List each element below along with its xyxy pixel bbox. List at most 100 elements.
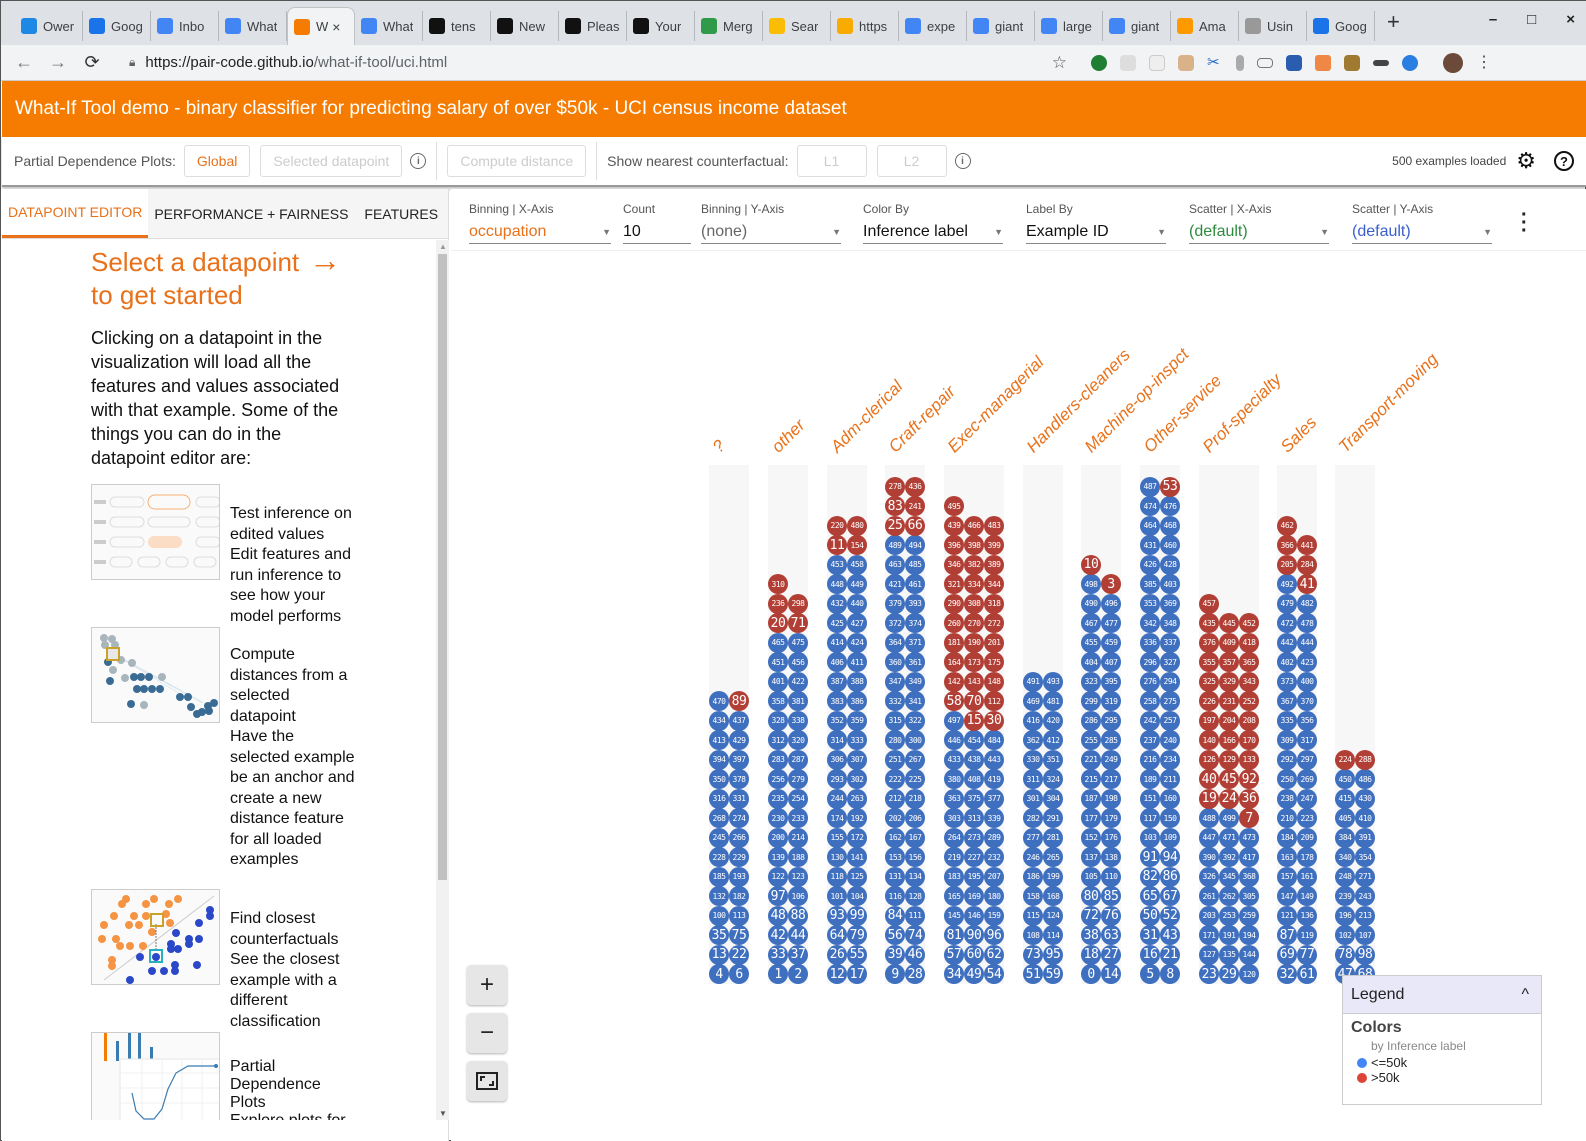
datapoint[interactable]: 401 [768, 671, 788, 692]
datapoint[interactable]: 393 [905, 593, 925, 614]
datapoint[interactable]: 191 [1219, 925, 1239, 945]
datapoint[interactable]: 383 [827, 691, 847, 711]
datapoint[interactable]: 343 [1239, 671, 1259, 692]
datapoint[interactable]: 207 [984, 866, 1004, 887]
datapoint[interactable]: 440 [847, 593, 867, 614]
datapoint[interactable]: 105 [1081, 866, 1101, 887]
datapoint[interactable]: 25 [885, 515, 905, 536]
datapoint[interactable]: 480 [847, 515, 867, 536]
datapoint[interactable]: 419 [984, 769, 1004, 789]
datapoint[interactable]: 365 [1239, 652, 1259, 672]
datapoint[interactable]: 193 [729, 866, 749, 887]
datapoint[interactable]: 90 [964, 925, 984, 945]
datapoint[interactable]: 167 [905, 827, 925, 848]
datapoint[interactable]: 182 [729, 886, 749, 906]
datapoint[interactable]: 170 [1239, 730, 1259, 750]
facets-plot[interactable]: 4 6 13 22 35 75 100 113 132 182 185 193 228 229 245 266… [451, 251, 1586, 1141]
datapoint[interactable]: 355 [1199, 652, 1219, 672]
browser-menu-icon[interactable]: ⋮ [1476, 53, 1492, 71]
datapoint[interactable]: 133 [1239, 749, 1259, 770]
datapoint[interactable]: 160 [1160, 788, 1180, 809]
datapoint[interactable]: 159 [984, 905, 1004, 926]
datapoint[interactable]: 392 [1219, 847, 1239, 867]
datapoint[interactable]: 224 [1335, 749, 1355, 770]
datapoint[interactable]: 141 [847, 847, 867, 867]
datapoint[interactable]: 492 [1277, 574, 1297, 594]
datapoint[interactable]: 30 [984, 710, 1004, 731]
tab-datapoint-editor[interactable]: DATAPOINT EDITOR [2, 189, 149, 238]
datapoint[interactable]: 67 [1160, 886, 1180, 906]
datapoint[interactable]: 319 [1101, 691, 1121, 711]
datapoint[interactable]: 223 [1297, 808, 1317, 828]
datapoint[interactable]: 206 [905, 808, 925, 828]
datapoint[interactable]: 58 [944, 691, 964, 711]
datapoint[interactable]: 486 [1355, 769, 1375, 789]
datapoint[interactable]: 458 [847, 554, 867, 575]
datapoint[interactable]: 277 [1023, 827, 1043, 848]
datapoint[interactable]: 113 [729, 905, 749, 926]
datapoint[interactable]: 24 [1219, 788, 1239, 809]
datapoint[interactable]: 119 [1297, 925, 1317, 945]
maximize-button[interactable]: □ [1527, 11, 1537, 28]
datapoint[interactable]: 248 [1335, 866, 1355, 887]
datapoint[interactable]: 194 [1239, 925, 1259, 945]
datapoint[interactable]: 468 [1160, 515, 1180, 536]
datapoint[interactable]: 96 [984, 925, 1004, 945]
datapoint[interactable]: 337 [1160, 632, 1180, 653]
datapoint[interactable]: 405 [1335, 808, 1355, 828]
datapoint[interactable]: 78 [1335, 944, 1355, 965]
datapoint[interactable]: 130 [827, 847, 847, 867]
datapoint[interactable]: 104 [847, 886, 867, 906]
datapoint[interactable]: 14 [1101, 964, 1121, 984]
datapoint[interactable]: 497 [944, 710, 964, 731]
extension-icon[interactable] [1120, 54, 1136, 71]
datapoint[interactable]: 21 [1160, 944, 1180, 965]
datapoint[interactable]: 362 [1023, 730, 1043, 750]
datapoint[interactable]: 380 [944, 769, 964, 789]
datapoint[interactable]: 372 [885, 613, 905, 633]
datapoint[interactable]: 208 [1239, 710, 1259, 731]
datapoint[interactable]: 26 [827, 944, 847, 965]
datapoint[interactable]: 262 [1219, 886, 1239, 906]
datapoint[interactable]: 199 [1043, 866, 1063, 887]
datapoint[interactable]: 411 [847, 652, 867, 672]
datapoint[interactable]: 493 [1043, 671, 1063, 692]
datapoint[interactable]: 106 [788, 886, 808, 906]
datapoint[interactable]: 117 [1140, 808, 1160, 828]
datapoint[interactable]: 443 [984, 749, 1004, 770]
browser-tab[interactable]: large [1035, 11, 1103, 41]
datapoint[interactable]: 231 [1219, 691, 1239, 711]
datapoint[interactable]: 412 [1043, 730, 1063, 750]
datapoint[interactable]: 291 [1043, 808, 1063, 828]
datapoint[interactable]: 301 [1023, 788, 1043, 809]
datapoint[interactable]: 151 [1140, 788, 1160, 809]
fit-to-screen-button[interactable] [467, 1061, 507, 1101]
datapoint[interactable]: 37 [788, 944, 808, 965]
datapoint[interactable]: 344 [984, 574, 1004, 594]
datapoint[interactable]: 212 [885, 788, 905, 809]
datapoint[interactable]: 238 [1277, 788, 1297, 809]
datapoint[interactable]: 270 [964, 613, 984, 633]
datapoint[interactable]: 396 [944, 535, 964, 555]
datapoint[interactable]: 120 [1239, 964, 1259, 984]
datapoint[interactable]: 6 [729, 964, 749, 984]
datapoint[interactable]: 188 [788, 847, 808, 867]
datapoint[interactable]: 198 [1101, 788, 1121, 809]
datapoint[interactable]: 347 [885, 671, 905, 692]
datapoint[interactable]: 371 [905, 632, 925, 653]
datapoint[interactable]: 84 [885, 905, 905, 926]
datapoint[interactable]: 139 [768, 847, 788, 867]
datapoint[interactable]: 11 [827, 535, 847, 555]
datapoint[interactable]: 345 [1219, 866, 1239, 887]
datapoint[interactable]: 74 [905, 925, 925, 945]
pin-icon[interactable] [1373, 59, 1389, 66]
datapoint[interactable]: 138 [1101, 847, 1121, 867]
datapoint[interactable]: 274 [729, 808, 749, 828]
datapoint[interactable]: 424 [847, 632, 867, 653]
datapoint[interactable]: 420 [1043, 710, 1063, 731]
datapoint[interactable]: 386 [847, 691, 867, 711]
browser-tab[interactable]: Ama [1171, 11, 1239, 41]
datapoint[interactable]: 216 [1140, 749, 1160, 770]
datapoint[interactable]: 450 [1335, 769, 1355, 789]
datapoint[interactable]: 99 [847, 905, 867, 926]
